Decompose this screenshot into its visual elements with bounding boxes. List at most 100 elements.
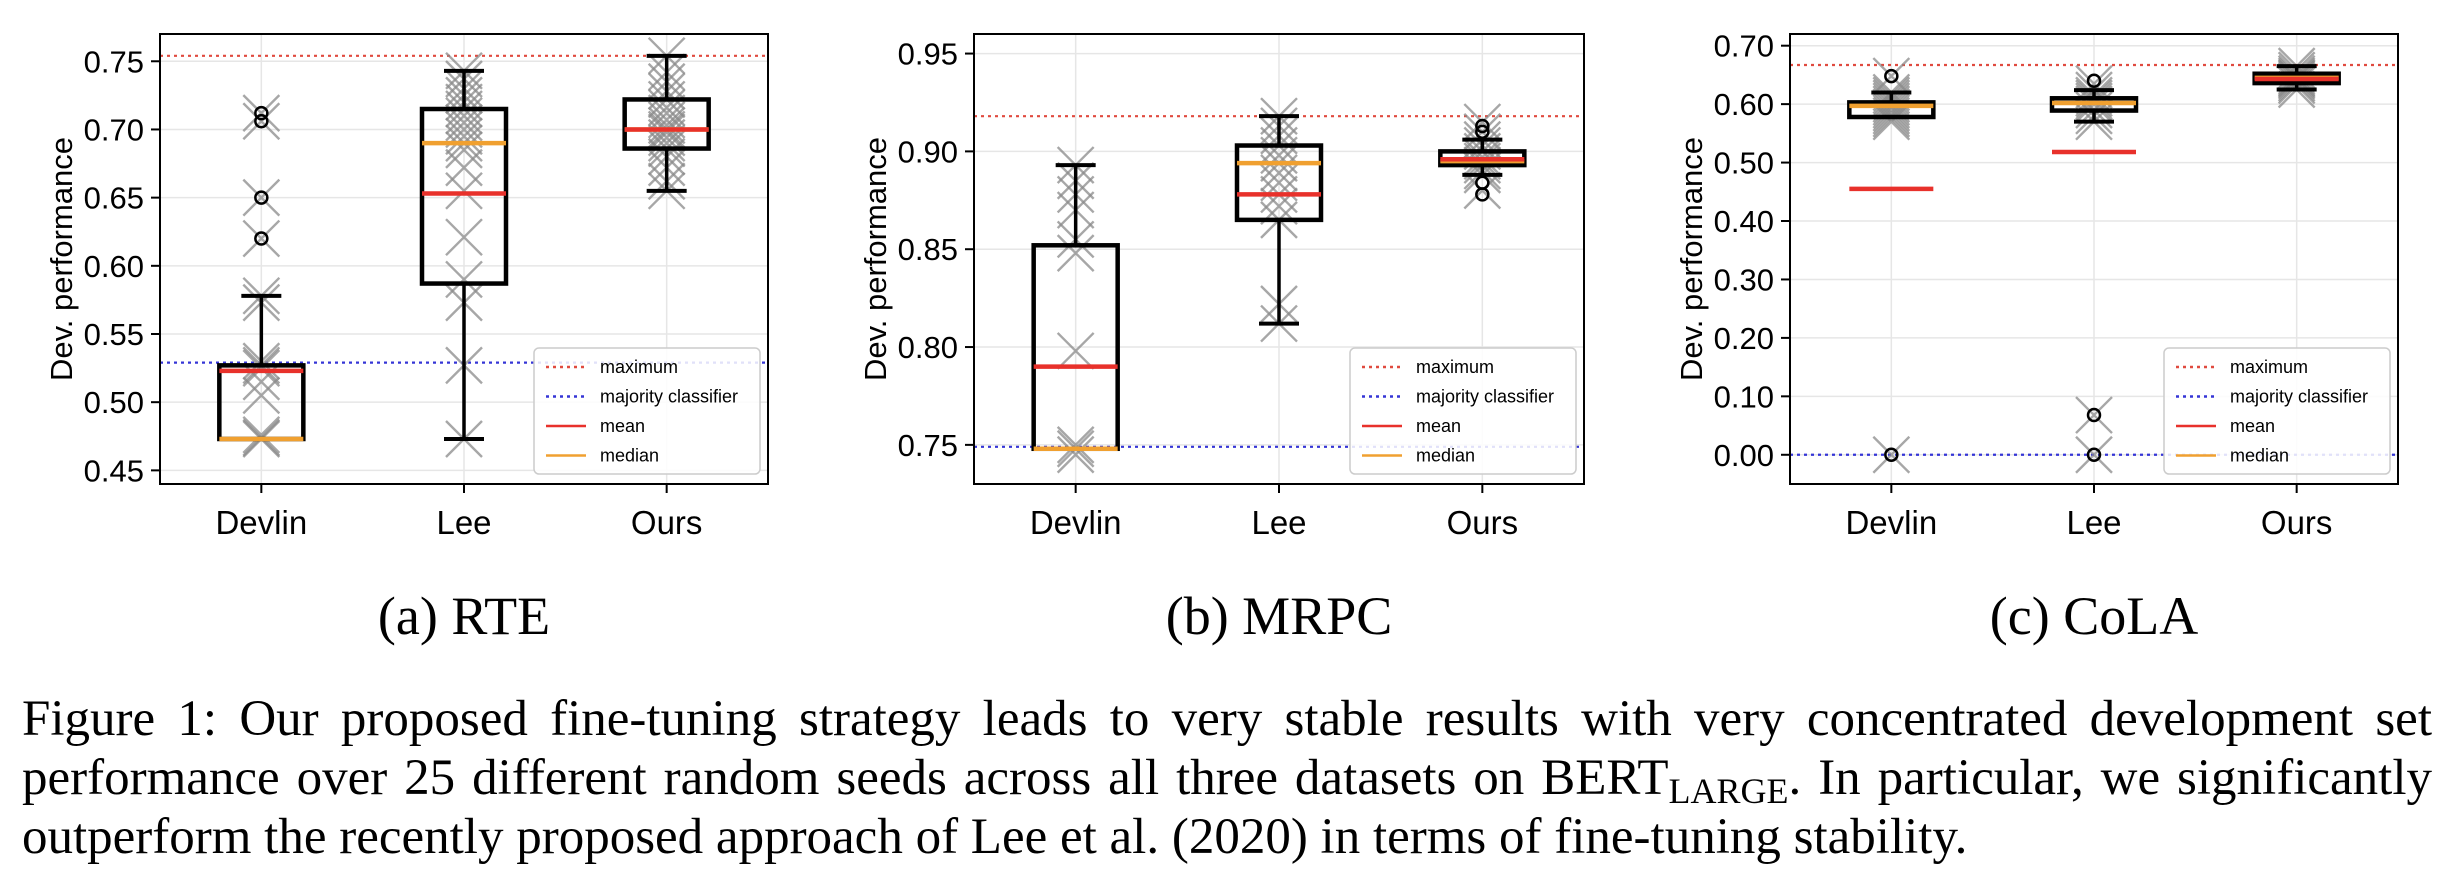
run-marker <box>445 96 483 135</box>
y-tick-label: 0.50 <box>1714 146 1774 181</box>
x-tick-label: Ours <box>1447 504 1519 541</box>
y-tick-label: 0.95 <box>898 37 958 72</box>
y-tick-label: 0.90 <box>898 134 958 169</box>
legend-box <box>1349 347 1577 475</box>
legend-box <box>533 347 761 475</box>
run-marker <box>2075 64 2113 103</box>
run-marker <box>242 376 281 415</box>
caption-text: Figure 1: Our proposed fine-tuning strat… <box>22 691 2432 806</box>
x-tick-label: Lee <box>1251 504 1306 541</box>
legend-label-maximum: maximum <box>1416 357 1494 377</box>
x-tick-label: Lee <box>2066 504 2121 541</box>
run-marker <box>242 94 281 132</box>
run-marker <box>647 106 686 145</box>
legend-label-maximum: maximum <box>600 357 678 377</box>
run-marker <box>647 101 686 139</box>
legend-label-majority: majority classifier <box>600 387 738 407</box>
chart-panel-2: 0.75 0.80 0.85 0.90 0.95 Devlin Lee Ours Dev. pe… <box>858 33 1585 646</box>
run-marker <box>1463 103 1502 141</box>
run-marker <box>1056 435 1095 474</box>
legend-label-mean: mean <box>1416 416 1461 436</box>
outlier-point <box>1884 447 1899 463</box>
caption-text-end: . In particular, we significantly outper… <box>22 750 2432 865</box>
run-marker <box>1872 435 1911 474</box>
run-marker <box>1056 426 1095 464</box>
y-tick-label: 0.60 <box>1714 87 1774 122</box>
run-marker <box>1872 91 1911 129</box>
legend-label-maximum: maximum <box>2230 357 2308 377</box>
caption-subscript: LARGE <box>1668 771 1789 811</box>
y-tick-label: 0.40 <box>1714 204 1774 239</box>
legend: maximum majority classifier mean median <box>2163 347 2391 475</box>
outlier-point <box>2086 447 2102 463</box>
outlier-point <box>2086 73 2102 89</box>
subfigure-caption: (a) RTE <box>378 586 550 646</box>
run-marker <box>647 88 686 127</box>
x-tick-label: Devlin <box>1030 504 1122 541</box>
run-marker <box>1056 332 1095 370</box>
run-marker <box>445 218 483 257</box>
x-tick-label: Ours <box>2261 504 2333 541</box>
legend-label-median: median <box>2230 446 2289 466</box>
run-marker <box>2075 396 2113 434</box>
y-tick-label: 0.20 <box>1714 321 1774 356</box>
run-marker <box>2075 435 2113 474</box>
run-marker <box>1056 234 1095 272</box>
legend: maximum majority classifier mean median <box>1349 347 1577 475</box>
x-tick-label: Lee <box>436 504 491 541</box>
figure-caption: Figure 1: Our proposed fine-tuning strat… <box>22 690 2432 867</box>
y-tick-label: 0.70 <box>84 112 144 147</box>
y-tick-label: 0.10 <box>1714 379 1774 414</box>
y-tick-label: 0.45 <box>84 453 144 488</box>
y-tick-label: 0.55 <box>84 317 144 352</box>
run-marker <box>242 102 281 141</box>
run-marker <box>242 219 281 258</box>
legend-box <box>2163 347 2391 475</box>
outlier-point <box>2086 407 2102 423</box>
legend-label-median: median <box>600 446 659 466</box>
chart-panel-3: 0.00 0.10 0.20 0.30 0.40 0.50 0.60 0.70 Devlin Le… <box>1674 29 2399 646</box>
run-marker <box>445 117 483 156</box>
y-axis-label: Dev. performance <box>44 137 79 381</box>
run-marker <box>242 349 281 387</box>
y-tick-label: 0.00 <box>1714 438 1774 473</box>
subfigure-caption: (b) MRPC <box>1166 586 1393 646</box>
legend-label-majority: majority classifier <box>1416 387 1554 407</box>
outlier-point <box>1475 118 1490 134</box>
box-lee <box>1234 143 1324 223</box>
y-tick-label: 0.80 <box>898 330 958 365</box>
outlier-point <box>254 114 269 129</box>
legend-label-median: median <box>1416 446 1475 466</box>
box-devlin <box>1847 100 1936 120</box>
outlier-point <box>1475 124 1490 140</box>
subfigure-caption: (c) CoLA <box>1990 586 2198 646</box>
box-ours <box>622 97 711 151</box>
legend-label-mean: mean <box>600 416 645 436</box>
run-marker <box>445 131 483 169</box>
y-tick-label: 0.30 <box>1714 262 1774 297</box>
run-marker <box>445 260 483 299</box>
y-axis-label: Dev. performance <box>1674 137 1709 381</box>
y-axis-label: Dev. performance <box>858 137 893 381</box>
outlier-point <box>254 105 269 121</box>
outlier-point <box>1884 68 1899 84</box>
y-tick-label: 0.60 <box>84 249 144 284</box>
x-tick-label: Ours <box>631 504 703 541</box>
run-marker <box>1872 57 1911 95</box>
y-tick-label: 0.50 <box>84 385 144 420</box>
y-tick-label: 0.75 <box>898 428 958 463</box>
y-tick-label: 0.65 <box>84 181 144 216</box>
y-tick-label: 0.75 <box>84 44 144 79</box>
outlier-point <box>254 190 269 205</box>
chart-panel-1: 0.45 0.50 0.55 0.60 0.65 0.70 0.75 Devlin Lee Our… <box>44 33 769 646</box>
x-tick-label: Devlin <box>1845 504 1937 541</box>
legend-label-mean: mean <box>2230 416 2275 436</box>
run-marker <box>242 416 281 454</box>
outlier-point <box>254 231 269 246</box>
legend: maximum majority classifier mean median <box>533 347 761 475</box>
run-marker <box>242 178 281 217</box>
legend-label-majority: majority classifier <box>2230 387 2368 407</box>
y-tick-label: 0.70 <box>1714 29 1774 64</box>
box-lee <box>419 106 509 286</box>
